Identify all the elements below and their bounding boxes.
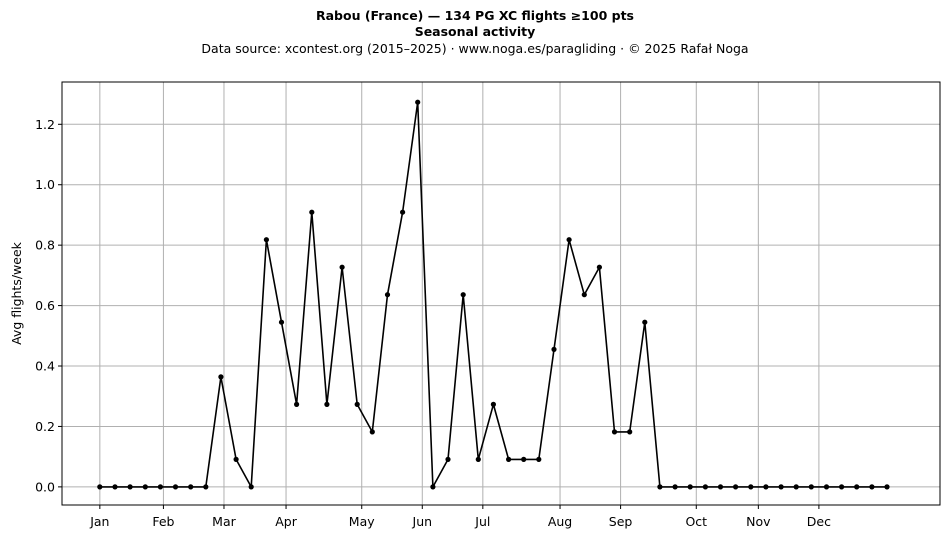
data-point bbox=[157, 484, 163, 490]
data-point bbox=[793, 484, 799, 490]
y-tick-label: 0.2 bbox=[35, 419, 55, 434]
data-point bbox=[596, 264, 603, 270]
x-tick-label: Aug bbox=[548, 514, 572, 529]
x-tick-label: Sep bbox=[609, 514, 633, 529]
data-point bbox=[218, 374, 224, 380]
data-point bbox=[324, 401, 330, 407]
data-point bbox=[687, 484, 693, 490]
data-point bbox=[778, 484, 784, 490]
data-point bbox=[278, 319, 285, 325]
data-point bbox=[884, 484, 890, 490]
data-point bbox=[112, 484, 118, 490]
data-point bbox=[142, 484, 148, 490]
data-point bbox=[460, 292, 466, 298]
y-tick-label: 0.4 bbox=[35, 359, 55, 374]
data-point bbox=[188, 484, 194, 490]
data-point bbox=[642, 319, 648, 325]
x-tick-label: Mar bbox=[212, 514, 236, 529]
y-tick-label: 0.6 bbox=[35, 298, 55, 313]
data-point bbox=[839, 484, 845, 490]
data-point bbox=[551, 346, 557, 352]
data-point bbox=[400, 209, 406, 215]
x-axis: Jan Feb Mar Apr May Jun Jul Aug Sep Oct Nov Dec bbox=[89, 505, 831, 529]
x-tick-label: Jan bbox=[89, 514, 109, 529]
y-axis-label: Avg flights/week bbox=[9, 241, 24, 345]
data-point bbox=[733, 484, 739, 490]
data-point bbox=[506, 456, 512, 462]
data-point bbox=[248, 484, 254, 490]
data-point bbox=[717, 484, 724, 490]
data-point bbox=[869, 484, 875, 490]
data-point bbox=[581, 292, 587, 298]
plot-frame bbox=[61, 81, 941, 506]
chart-source: Data source: xcontest.org (2015–2025) · … bbox=[201, 41, 749, 56]
chart-title: Rabou (France) — 134 PG XC flights ≥100 … bbox=[316, 8, 634, 23]
data-point bbox=[354, 401, 360, 407]
x-tick-label: Feb bbox=[152, 514, 174, 529]
data-point bbox=[657, 484, 663, 490]
data-point bbox=[536, 456, 542, 462]
data-point bbox=[309, 209, 315, 215]
data-point bbox=[97, 484, 103, 490]
data-point bbox=[627, 429, 633, 435]
data-point bbox=[672, 484, 678, 490]
data-point bbox=[294, 401, 300, 407]
x-tick-label: Apr bbox=[275, 514, 297, 529]
data-point bbox=[445, 456, 451, 462]
data-point bbox=[808, 484, 814, 490]
data-point bbox=[854, 484, 860, 490]
series-line bbox=[99, 101, 887, 488]
data-point bbox=[127, 484, 133, 490]
y-axis: 0.0 0.2 0.4 0.6 0.8 1.0 1.2 bbox=[35, 117, 62, 494]
x-tick-label: Oct bbox=[685, 514, 707, 529]
data-point bbox=[763, 484, 769, 490]
x-tick-label: Jun bbox=[412, 514, 433, 529]
data-point bbox=[823, 484, 830, 490]
y-tick-label: 1.2 bbox=[35, 117, 55, 132]
x-tick-label: Jul bbox=[474, 514, 490, 529]
data-point bbox=[172, 484, 179, 490]
data-point bbox=[339, 264, 345, 270]
data-point bbox=[369, 429, 375, 435]
grid-lines bbox=[62, 82, 940, 505]
chart-header: Rabou (France) — 134 PG XC flights ≥100 … bbox=[0, 8, 950, 58]
data-point bbox=[384, 292, 391, 298]
data-point bbox=[490, 401, 496, 407]
x-tick-label: Nov bbox=[746, 514, 771, 529]
x-tick-label: May bbox=[349, 514, 375, 529]
data-points bbox=[97, 99, 890, 490]
data-point bbox=[521, 456, 527, 462]
data-point bbox=[475, 456, 481, 462]
data-point bbox=[566, 237, 572, 243]
y-tick-label: 1.0 bbox=[35, 177, 55, 192]
data-point bbox=[611, 429, 618, 435]
data-point bbox=[748, 484, 754, 490]
y-tick-label: 0.8 bbox=[35, 238, 55, 253]
x-tick-label: Dec bbox=[807, 514, 831, 529]
data-point bbox=[415, 99, 421, 105]
data-point bbox=[203, 484, 209, 490]
data-point bbox=[233, 456, 239, 462]
chart-subtitle: Seasonal activity bbox=[414, 24, 536, 39]
data-point bbox=[263, 237, 269, 243]
y-tick-label: 0.0 bbox=[35, 479, 55, 494]
data-point bbox=[430, 484, 436, 490]
data-point bbox=[702, 484, 709, 490]
